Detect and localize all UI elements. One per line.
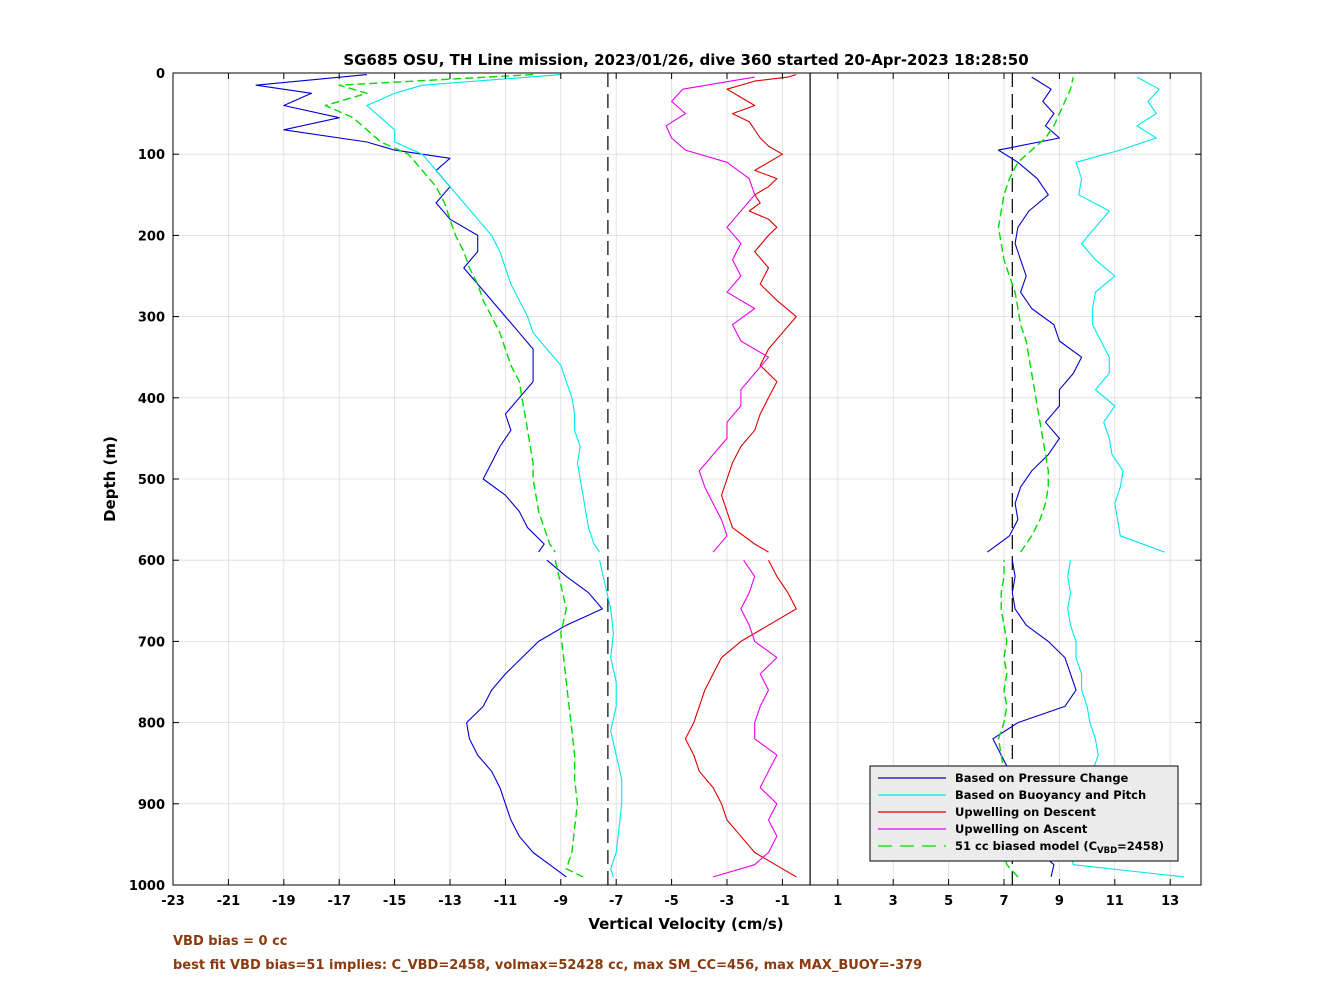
y-tick-label: 0	[156, 67, 165, 82]
x-tick-label: 7	[999, 894, 1008, 909]
reference-lines	[607, 73, 1013, 885]
series-1-profile-1	[599, 560, 623, 878]
x-tick-label: -3	[720, 894, 734, 909]
y-tick-label: 800	[138, 717, 165, 732]
x-tick-label: -17	[327, 894, 351, 909]
series-lines	[255, 73, 1185, 878]
y-tick-label: 600	[138, 554, 165, 569]
series-0-profile-0	[255, 74, 545, 553]
legend-label-4: 51 cc biased model (CVBD=2458)	[955, 839, 1164, 856]
x-axis-label: Vertical Velocity (cm/s)	[588, 915, 783, 933]
legend-label-2: Upwelling on Descent	[955, 805, 1096, 819]
legend-label-subscript: VBD	[1097, 846, 1117, 856]
y-tick-label: 300	[138, 311, 165, 326]
legend-box	[869, 765, 1179, 862]
x-tick-label: 5	[944, 894, 953, 909]
x-tick-label: -13	[438, 894, 462, 909]
legend-label-1: Based on Buoyancy and Pitch	[955, 788, 1146, 802]
x-tick-label: -1	[775, 894, 789, 909]
chart-title: SG685 OSU, TH Line mission, 2023/01/26, …	[343, 51, 1028, 69]
y-tick-label: 200	[138, 229, 165, 244]
axis-ticks: -23 -21 -19 -17 -15 -13 -11 -9 -7 -5 -3 -1 1 3 5 7 9 11 13…	[129, 67, 1201, 909]
x-tick-label: -11	[494, 894, 518, 909]
best-fit-note: best fit VBD bias=51 implies: C_VBD=2458…	[173, 958, 923, 973]
legend-label-main: 51 cc biased model (C	[955, 839, 1097, 853]
legend-label-end: =2458)	[1117, 839, 1164, 853]
grid-lines	[172, 72, 1201, 886]
series-1-profile-0	[366, 74, 601, 553]
x-tick-label: -15	[383, 894, 407, 909]
x-tick-label: 3	[889, 894, 898, 909]
y-tick-label: 700	[138, 635, 165, 650]
series-2-profile-0	[720, 74, 797, 553]
x-tick-label: -23	[161, 894, 185, 909]
series-2-profile-1	[684, 559, 797, 878]
series-0-profile-1	[466, 559, 603, 878]
x-tick-label: 13	[1161, 894, 1179, 909]
x-tick-label: 9	[1055, 894, 1064, 909]
x-tick-label: 11	[1106, 894, 1124, 909]
x-tick-label: 1	[833, 894, 842, 909]
x-tick-label: -5	[664, 894, 678, 909]
x-tick-label: -7	[609, 894, 623, 909]
x-tick-label: -9	[554, 894, 568, 909]
series-4-profile-3	[997, 76, 1074, 553]
series-4-profile-0	[324, 73, 556, 553]
x-tick-label: -21	[217, 894, 241, 909]
y-tick-label: 100	[138, 148, 165, 163]
series-1-profile-3	[1075, 76, 1165, 553]
series-4-profile-1	[554, 560, 584, 878]
legend-label-3: Upwelling on Ascent	[955, 822, 1088, 836]
legend-label-0: Based on Pressure Change	[955, 771, 1129, 785]
y-tick-label: 1000	[129, 879, 165, 894]
legend: Based on Pressure Change Based on Buoyanc…	[869, 765, 1179, 862]
series-0-profile-3	[987, 76, 1083, 553]
series-3-profile-1	[665, 76, 770, 553]
series-3-profile-0	[712, 559, 778, 878]
y-tick-label: 500	[138, 473, 165, 488]
y-tick-label: 900	[138, 798, 165, 813]
y-axis-label: Depth (m)	[101, 436, 119, 522]
y-tick-label: 400	[138, 392, 165, 407]
vbd-bias-note: VBD bias = 0 cc	[173, 934, 288, 949]
x-tick-label: -19	[272, 894, 296, 909]
